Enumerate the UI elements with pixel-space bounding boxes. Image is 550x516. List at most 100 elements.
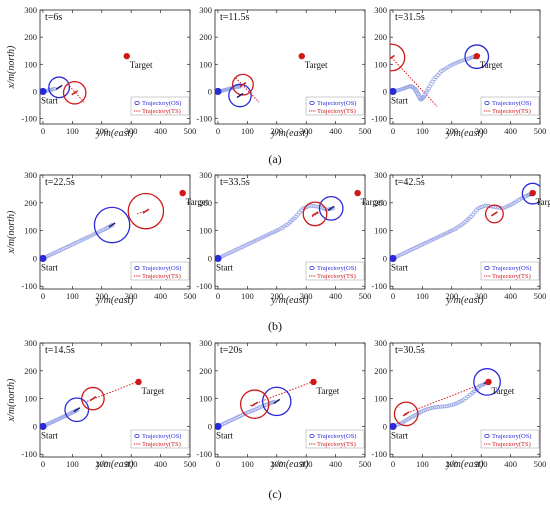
plot-area [215, 378, 317, 431]
x-tick-label: 0 [41, 459, 45, 469]
x-tick-label: 200 [95, 291, 108, 301]
y-tick-label: 300 [24, 5, 37, 15]
target-label: Target [186, 197, 209, 207]
legend-os-marker [484, 433, 490, 438]
os-trajectory-marker [421, 94, 427, 99]
ts-ship-marker [71, 90, 79, 96]
x-tick-label: 500 [184, 291, 197, 301]
legend-box [130, 261, 190, 281]
x-tick-label: 0 [41, 291, 45, 301]
x-tick-label: 100 [416, 291, 429, 301]
os-trajectory-marker [74, 408, 80, 413]
x-tick-label: 300 [475, 459, 488, 469]
target-label: Target [492, 386, 515, 396]
y-tick-label: 0 [208, 86, 212, 96]
legend-os-marker [484, 101, 490, 106]
y-tick-label: 300 [199, 338, 212, 348]
target-point [298, 52, 305, 60]
legend-box [305, 429, 365, 449]
ts-ship-marker [402, 411, 410, 417]
y-tick-label: 0 [383, 253, 387, 263]
x-axis-label: y/m(east) [270, 128, 309, 139]
legend-os-marker [484, 265, 490, 270]
x-tick-label: 200 [95, 126, 108, 136]
target-point [123, 52, 130, 60]
y-tick-label: -100 [196, 449, 212, 459]
os-trajectory-marker [423, 90, 429, 95]
x-tick-label: 400 [329, 126, 342, 136]
ts-ship-marker [142, 208, 150, 214]
subplot-0-0: 0 100 200 300 400 500-1000100200300y/m(east)x… [6, 5, 196, 139]
legend-os-label: Trajectory(OS) [492, 265, 531, 272]
legend-ts-label: Trajectory(TS) [492, 441, 531, 448]
x-tick-label: 200 [445, 291, 458, 301]
legend-ts-label: Trajectory(TS) [317, 273, 356, 280]
ts-ship-marker [89, 395, 97, 402]
plot-area [40, 52, 130, 105]
y-tick-label: 200 [374, 198, 387, 208]
os-trajectory-marker [109, 223, 115, 227]
plot-area [390, 368, 501, 431]
plot-area [215, 52, 305, 108]
target-label: Target [305, 60, 328, 70]
legend-os-label: Trajectory(OS) [492, 433, 531, 440]
plot-area [390, 43, 490, 107]
y-tick-label: 0 [33, 86, 37, 96]
ts-heading-line [69, 85, 85, 103]
y-axis-label: x/m(north) [6, 45, 17, 89]
ts-heading-line [311, 212, 320, 218]
x-axis-label: y/m(east) [95, 295, 134, 306]
start-label: Start [216, 262, 233, 272]
subplot-0-1: 0 100 200 300 400 500-1000100200300y/m(east)t… [196, 5, 371, 139]
legend-os-marker [134, 265, 140, 270]
plot-frame [214, 342, 366, 458]
subplot-1-0: 0 100 200 300 400 500-1000100200300y/m(east)x… [6, 170, 209, 306]
plot-frame [39, 342, 191, 458]
x-tick-label: 0 [391, 459, 395, 469]
x-tick-label: 400 [329, 291, 342, 301]
x-axis-label: y/m(east) [270, 295, 309, 306]
subplot-1-1: 0 100 200 300 400 500-1000100200300y/m(east)t… [196, 170, 383, 306]
x-tick-label: 300 [300, 126, 313, 136]
target-point [354, 189, 361, 197]
x-tick-label: 400 [504, 291, 517, 301]
legend-ts-label: Trajectory(TS) [492, 273, 531, 280]
x-tick-label: 300 [125, 291, 138, 301]
x-tick-label: 200 [95, 459, 108, 469]
row-label-0: (a) [268, 152, 281, 166]
plot-frame [214, 9, 366, 125]
plot-frame [214, 174, 366, 290]
x-tick-label: 300 [125, 126, 138, 136]
time-label: t=42.5s [395, 177, 425, 188]
time-label: t=6s [45, 12, 62, 23]
x-axis-label: y/m(east) [445, 459, 484, 470]
x-axis-label: y/m(east) [445, 295, 484, 306]
y-axis-label: x/m(north) [6, 378, 17, 422]
legend-os-marker [134, 433, 140, 438]
y-tick-label: 200 [199, 366, 212, 376]
target-label: Target [536, 197, 550, 207]
y-tick-label: -100 [371, 281, 387, 291]
x-tick-label: 300 [300, 459, 313, 469]
target-label: Target [130, 60, 153, 70]
target-point [310, 378, 317, 386]
ts-heading-line [391, 57, 438, 107]
y-tick-label: 200 [199, 32, 212, 42]
x-axis-label: y/m(east) [95, 128, 134, 139]
legend-box [305, 261, 365, 281]
x-tick-label: 400 [154, 126, 167, 136]
x-tick-label: 100 [66, 459, 79, 469]
x-tick-label: 0 [216, 126, 220, 136]
y-tick-label: 100 [199, 394, 212, 404]
os-domain-circle [93, 206, 131, 244]
x-tick-label: 400 [504, 459, 517, 469]
x-tick-label: 500 [534, 291, 547, 301]
y-tick-label: 200 [24, 32, 37, 42]
y-tick-label: 100 [374, 394, 387, 404]
legend-os-marker [309, 433, 315, 438]
x-tick-label: 500 [184, 459, 197, 469]
plot-frame [39, 174, 191, 290]
x-tick-label: 100 [416, 126, 429, 136]
y-tick-label: -100 [371, 449, 387, 459]
time-label: t=33.5s [220, 177, 250, 188]
